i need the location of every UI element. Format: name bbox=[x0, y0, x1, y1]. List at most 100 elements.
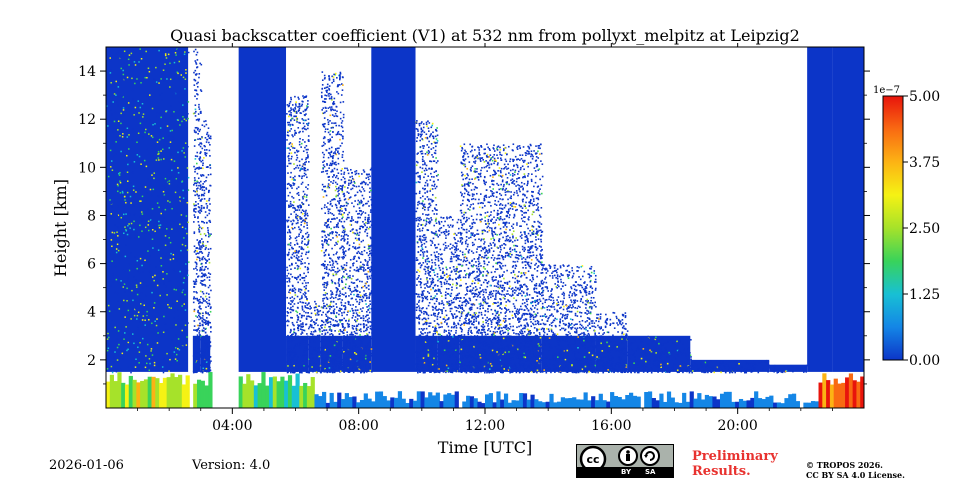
signal-speckle bbox=[209, 155, 211, 157]
signal-speckle bbox=[195, 74, 197, 76]
signal-speckle bbox=[483, 180, 486, 183]
signal-speckle bbox=[354, 255, 356, 258]
signal-speckle bbox=[331, 296, 333, 298]
signal-speckle bbox=[286, 280, 289, 283]
signal-speckle bbox=[195, 63, 198, 65]
signal-speckle bbox=[457, 349, 460, 351]
signal-speckle bbox=[296, 295, 299, 298]
signal-speckle bbox=[443, 249, 446, 251]
signal-speckle bbox=[204, 328, 207, 330]
signal-speckle bbox=[427, 365, 429, 368]
signal-speckle bbox=[301, 301, 304, 304]
signal-speckle bbox=[204, 321, 207, 324]
signal-speckle bbox=[333, 100, 335, 103]
signal-speckle bbox=[340, 319, 343, 322]
signal-speckle bbox=[459, 366, 462, 368]
signal-speckle bbox=[201, 280, 203, 282]
signal-speckle bbox=[195, 368, 198, 371]
signal-speckle bbox=[461, 146, 463, 149]
signal-speckle bbox=[308, 371, 311, 374]
signal-speckle bbox=[356, 319, 358, 322]
signal-speckle bbox=[302, 163, 305, 165]
signal-speckle bbox=[478, 262, 481, 265]
signal-speckle bbox=[327, 321, 330, 324]
signal-speckle bbox=[301, 201, 303, 204]
signal-speckle bbox=[324, 323, 327, 326]
signal-speckle bbox=[302, 340, 304, 343]
signal-speckle bbox=[417, 175, 420, 178]
signal-speckle bbox=[289, 205, 292, 207]
signal-speckle bbox=[447, 355, 450, 358]
signal-speckle bbox=[349, 304, 352, 306]
signal-speckle bbox=[337, 200, 339, 202]
signal-speckle bbox=[504, 326, 506, 329]
signal-speckle bbox=[194, 329, 197, 332]
signal-speckle bbox=[321, 79, 324, 82]
signal-speckle bbox=[479, 172, 482, 175]
signal-speckle bbox=[512, 168, 514, 171]
signal-speckle bbox=[366, 264, 369, 266]
signal-speckle bbox=[204, 216, 207, 219]
signal-speckle bbox=[427, 149, 430, 152]
signal-speckle bbox=[357, 293, 360, 296]
signal-speckle bbox=[416, 278, 418, 280]
signal-speckle bbox=[362, 197, 365, 200]
signal-speckle bbox=[434, 135, 437, 138]
signal-speckle bbox=[292, 352, 294, 354]
signal-speckle bbox=[352, 184, 355, 187]
signal-speckle bbox=[442, 346, 445, 349]
signal-speckle bbox=[202, 370, 204, 373]
signal-speckle bbox=[195, 262, 198, 264]
signal-speckle bbox=[361, 353, 364, 356]
signal-speckle bbox=[198, 224, 200, 227]
signal-speckle bbox=[325, 320, 328, 323]
signal-speckle bbox=[346, 191, 349, 193]
signal-speckle bbox=[309, 356, 312, 358]
signal-speckle bbox=[314, 356, 317, 359]
signal-speckle bbox=[308, 262, 310, 265]
signal-speckle bbox=[523, 220, 526, 223]
signal-speckle bbox=[196, 51, 199, 54]
signal-speckle bbox=[344, 292, 347, 294]
signal-speckle bbox=[328, 325, 330, 328]
signal-speckle bbox=[359, 261, 362, 264]
signal-speckle bbox=[198, 130, 201, 133]
signal-speckle bbox=[321, 337, 324, 340]
signal-speckle bbox=[426, 144, 429, 146]
signal-speckle bbox=[202, 241, 204, 243]
signal-speckle bbox=[307, 239, 310, 242]
signal-speckle bbox=[477, 179, 480, 181]
signal-speckle bbox=[307, 127, 309, 130]
signal-speckle bbox=[298, 347, 301, 349]
signal-speckle bbox=[325, 266, 328, 268]
signal-speckle bbox=[351, 217, 353, 220]
signal-speckle bbox=[293, 364, 295, 367]
signal-speckle bbox=[332, 126, 334, 129]
signal-speckle bbox=[208, 302, 211, 305]
signal-speckle bbox=[202, 351, 204, 354]
signal-speckle bbox=[206, 350, 209, 352]
signal-speckle bbox=[332, 269, 335, 271]
signal-column bbox=[807, 47, 833, 372]
signal-speckle bbox=[290, 111, 292, 114]
signal-speckle bbox=[333, 266, 336, 268]
signal-speckle bbox=[293, 347, 295, 349]
signal-speckle bbox=[332, 170, 334, 173]
signal-speckle bbox=[426, 369, 429, 372]
signal-speckle bbox=[327, 316, 329, 319]
signal-speckle bbox=[436, 318, 439, 321]
signal-speckle bbox=[358, 231, 361, 234]
signal-speckle bbox=[330, 330, 333, 332]
signal-speckle bbox=[206, 205, 209, 207]
signal-speckle bbox=[286, 220, 289, 223]
signal-speckle bbox=[451, 278, 454, 281]
signal-speckle bbox=[532, 226, 535, 228]
signal-speckle bbox=[513, 273, 516, 276]
signal-speckle bbox=[209, 137, 212, 140]
signal-speckle bbox=[429, 322, 432, 324]
signal-speckle bbox=[369, 277, 372, 280]
signal-speckle bbox=[443, 360, 446, 363]
signal-speckle bbox=[443, 331, 446, 333]
signal-speckle bbox=[295, 112, 298, 114]
signal-speckle bbox=[339, 295, 341, 297]
